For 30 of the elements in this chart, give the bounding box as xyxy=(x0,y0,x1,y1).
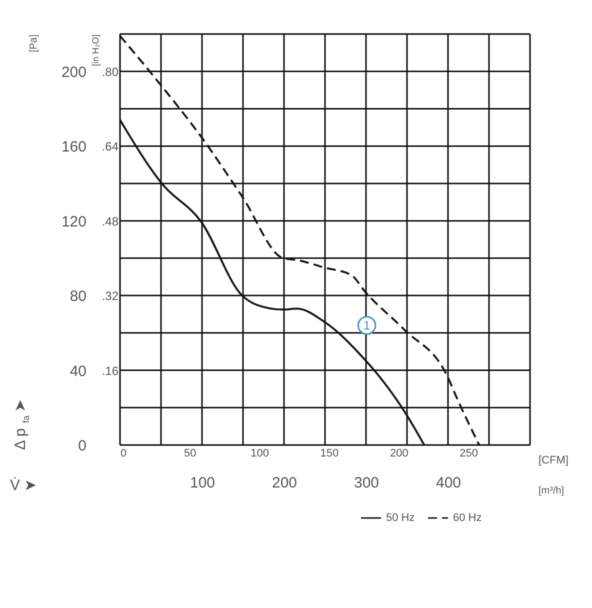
y-axis-title: [Pa] xyxy=(28,34,40,52)
text: Δ pfa ➤ xyxy=(12,399,31,450)
x2-tick-label: 100 xyxy=(250,448,269,460)
x-tick-label: 300 xyxy=(354,474,380,492)
y-tick-label: 40 xyxy=(70,362,86,380)
x2-tick-label: 150 xyxy=(320,448,339,460)
x-axis-title: [m³/h] xyxy=(538,486,564,496)
text: V̇ ➤ xyxy=(10,476,38,494)
legend-label: 60 Hz xyxy=(453,512,482,524)
x-tick-label: 200 xyxy=(272,474,298,492)
y-tick-label: 160 xyxy=(61,138,86,156)
x-tick-label: 100 xyxy=(190,474,216,492)
x-tick-label: 400 xyxy=(436,474,462,492)
x2-axis-title: [CFM] xyxy=(538,454,568,466)
y2-tick-label: .80 xyxy=(102,64,119,79)
y2-tick-label: .16 xyxy=(102,364,119,378)
y2-tick-label: .32 xyxy=(102,289,119,304)
y2-tick-label: .48 xyxy=(102,214,119,228)
y2-axis-title: [in H₂O] xyxy=(90,34,100,66)
y-tick-label: 200 xyxy=(61,64,86,81)
x2-tick-label: 200 xyxy=(390,448,408,460)
y-tick-label: 120 xyxy=(61,213,86,230)
y-tick-label: 0 xyxy=(78,438,86,454)
x2-tick-label: 0 xyxy=(120,448,127,460)
legend-label: 50 Hz xyxy=(386,512,415,524)
annotation: 1 xyxy=(363,318,370,332)
x2-tick-label: 250 xyxy=(460,448,478,460)
x2-tick-label: 50 xyxy=(184,448,196,460)
y2-tick-label: .64 xyxy=(102,140,119,154)
y-tick-label: 80 xyxy=(70,288,86,306)
